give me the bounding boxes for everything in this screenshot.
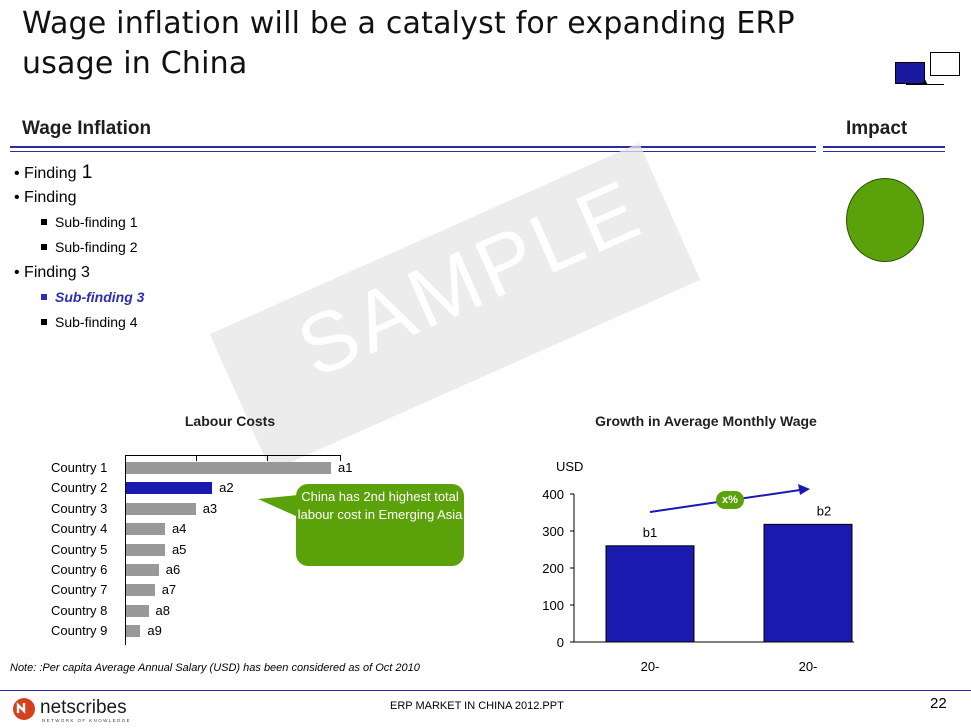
square-bullet-icon <box>41 244 47 250</box>
triangle-icon: ▲ <box>921 77 929 86</box>
labour-data-label: a2 <box>219 480 234 496</box>
labour-data-label: a7 <box>161 582 177 598</box>
wage-y-tick-label: 400 <box>542 487 564 502</box>
labour-x-tick <box>340 455 341 461</box>
chart-note: Note: :Per capita Average Annual Salary … <box>10 662 420 674</box>
labour-category-label: Country 4 <box>51 521 108 537</box>
labour-bar <box>126 523 165 536</box>
labour-x-tick <box>195 455 197 461</box>
labour-data-label: a9 <box>147 623 162 639</box>
labour-category-label: Country 7 <box>51 582 108 598</box>
labour-data-label: a3 <box>202 500 218 516</box>
wage-growth-chart: 0 100 200 300 400 b1 20- b2 20- <box>542 484 854 674</box>
wage-bar <box>605 545 695 643</box>
labour-category-label: Country 1 <box>51 460 108 475</box>
labour-costs-chart: Country 1 a1 Country 2 a2 Country 3 a3 Country… <box>20 452 480 646</box>
labour-y-axis <box>125 455 126 645</box>
wage-y-tick-label: 0 <box>557 635 564 650</box>
impact-indicator <box>846 178 924 262</box>
labour-category-label: Country 8 <box>51 602 108 618</box>
labour-category-label: Country 2 <box>51 480 108 496</box>
icon-base-line <box>906 84 944 85</box>
wage-data-label: b2 <box>817 503 831 518</box>
labour-category-label: Country 9 <box>51 623 108 639</box>
section-heading-wage-inflation: Wage Inflation <box>22 118 152 139</box>
labour-category-label: Country 3 <box>51 500 108 516</box>
labour-bar <box>126 584 155 597</box>
bullet-marker: • <box>14 165 25 182</box>
bullet-marker: • <box>14 264 25 281</box>
square-bullet-icon <box>41 219 47 225</box>
wage-y-tick-label: 200 <box>542 561 564 576</box>
sub-finding-item: Sub-finding 2 <box>14 235 394 260</box>
labour-bar <box>126 543 165 556</box>
labour-bar <box>126 604 149 617</box>
presentation-icon <box>895 62 925 84</box>
finding-item: • Finding <box>14 185 394 210</box>
labour-data-label: a4 <box>171 521 187 537</box>
labour-bar <box>126 502 196 515</box>
wage-y-tick-label: 300 <box>542 524 564 539</box>
labour-cost-callout: China has 2nd highest total labour cost … <box>296 484 464 566</box>
section-rule-left <box>10 146 816 152</box>
wage-growth-chart-title: Growth in Average Monthly Wage <box>595 413 817 429</box>
labour-data-label: a1 <box>338 460 353 475</box>
sub-finding-label: Sub-finding 1 <box>55 214 138 230</box>
callout-pointer <box>258 495 298 517</box>
square-bullet-icon <box>41 294 47 300</box>
sub-finding-label: Sub-finding 4 <box>55 314 138 330</box>
labour-bar <box>126 625 141 638</box>
wage-x-tick-label: 20- <box>641 659 660 674</box>
sub-finding-label: Sub-finding 3 <box>55 289 145 305</box>
footer-document-name: ERP MARKET IN CHINA 2012.PPT <box>390 700 564 712</box>
finding-label: Finding <box>24 165 77 182</box>
sub-finding-item: Sub-finding 1 <box>14 210 394 235</box>
labour-x-axis <box>125 455 340 456</box>
wage-x-tick-label: 20- <box>799 659 818 674</box>
labour-costs-chart-title: Labour Costs <box>184 413 276 429</box>
growth-arrow-head <box>798 484 810 495</box>
labour-x-tick <box>266 455 268 461</box>
wage-growth-y-unit: USD <box>556 459 584 474</box>
square-bullet-icon <box>41 319 47 325</box>
findings-list: • Finding 1 • Finding Sub-finding 1 Sub-fin… <box>14 160 394 335</box>
labour-category-label: Country 5 <box>51 541 108 557</box>
labour-data-label: a5 <box>171 541 187 557</box>
section-heading-impact: Impact <box>846 118 908 139</box>
page-number: 22 <box>930 695 947 712</box>
labour-category-label: Country 6 <box>51 562 108 577</box>
labour-data-label: a6 <box>165 562 181 577</box>
wage-bar <box>763 523 853 643</box>
labour-bar <box>126 564 159 576</box>
finding-item: • Finding 3 <box>14 260 394 285</box>
labour-bar <box>126 482 213 495</box>
wage-data-label: b1 <box>643 525 657 540</box>
footer-rule <box>0 690 971 691</box>
finding-label: Finding 3 <box>24 264 90 281</box>
bullet-marker: • <box>14 189 25 206</box>
finding-item: • Finding 1 <box>14 160 394 185</box>
growth-badge: x% <box>716 491 744 509</box>
netscribes-logo: netscribes NETWORK OF KNOWLEDGE <box>13 697 131 723</box>
sub-finding-item: Sub-finding 4 <box>14 310 394 335</box>
finding-label: Finding <box>24 189 77 206</box>
logo-tagline: NETWORK OF KNOWLEDGE <box>42 718 131 723</box>
sub-finding-label: Sub-finding 2 <box>55 239 138 255</box>
labour-bar <box>126 462 331 474</box>
section-rule-right <box>823 146 945 152</box>
finding-number: 1 <box>76 162 93 183</box>
sub-finding-item: Sub-finding 3 <box>14 285 394 310</box>
screen-icon <box>930 52 960 76</box>
logo-text: netscribes <box>40 697 127 718</box>
wage-y-tick-label: 100 <box>542 598 564 613</box>
labour-data-label: a8 <box>155 602 171 618</box>
slide-title: Wage inflation will be a catalyst for ex… <box>22 6 795 81</box>
